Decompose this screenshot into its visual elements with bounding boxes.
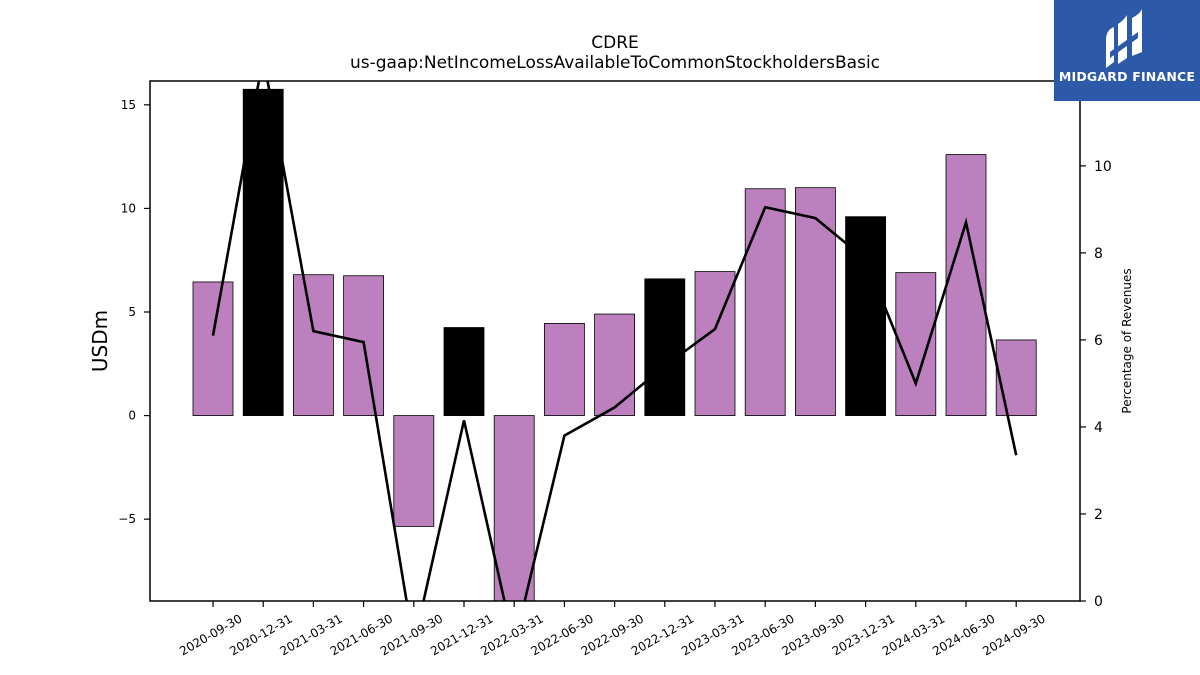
y2-tick-label: 4 [1094, 420, 1103, 436]
y-axis-left: −5 0 5 10 15 [118, 98, 150, 526]
x-axis: 2020-09-302020-12-312021-03-312021-06-30… [177, 601, 1048, 658]
bar-2020-12-31 [242, 88, 284, 416]
bar-2022-12-31 [644, 278, 686, 416]
y2-tick-label: 2 [1094, 507, 1103, 523]
midgard-logo-icon [1106, 9, 1142, 68]
bar-2024-03-31 [895, 272, 937, 416]
bar-2021-09-30 [393, 415, 435, 527]
y2-tick-label: 0 [1094, 594, 1103, 610]
logo-text: MIDGARD FINANCE [1058, 69, 1196, 84]
bar-2024-09-30 [995, 339, 1037, 416]
y-tick-label: −5 [118, 512, 136, 526]
line-series [211, 81, 1018, 601]
y-axis-right: 0 2 4 6 8 10 [1080, 159, 1112, 610]
brand-logo: MIDGARD FINANCE [1054, 0, 1200, 101]
y-tick-label: 0 [128, 409, 136, 423]
y2-tick-label: 8 [1094, 246, 1103, 262]
y-tick-label: 10 [121, 201, 136, 215]
y2-tick-label: 10 [1094, 159, 1112, 175]
y2-axis-label: Percentage of Revenues [1120, 268, 1134, 413]
bar-2022-03-31 [493, 415, 535, 601]
bar-2022-06-30 [544, 322, 585, 416]
percentage-line [211, 81, 1018, 601]
bar-2023-09-30 [795, 187, 836, 416]
chart-title: CDRE [591, 33, 639, 53]
bar-2022-09-30 [594, 313, 635, 416]
bar-2021-03-31 [292, 274, 334, 416]
bar-2021-12-31 [443, 327, 485, 416]
bar-2020-09-30 [192, 281, 234, 416]
bar-2023-06-30 [744, 188, 786, 416]
bar-series [192, 88, 1037, 601]
bar-2023-12-31 [845, 216, 886, 416]
chart-subtitle: us-gaap:NetIncomeLossAvailableToCommonSt… [350, 53, 880, 73]
y-axis-label: USDm [88, 310, 112, 372]
y-tick-label: 5 [128, 305, 136, 319]
y2-tick-label: 6 [1094, 333, 1103, 349]
y-tick-label: 15 [121, 98, 136, 112]
